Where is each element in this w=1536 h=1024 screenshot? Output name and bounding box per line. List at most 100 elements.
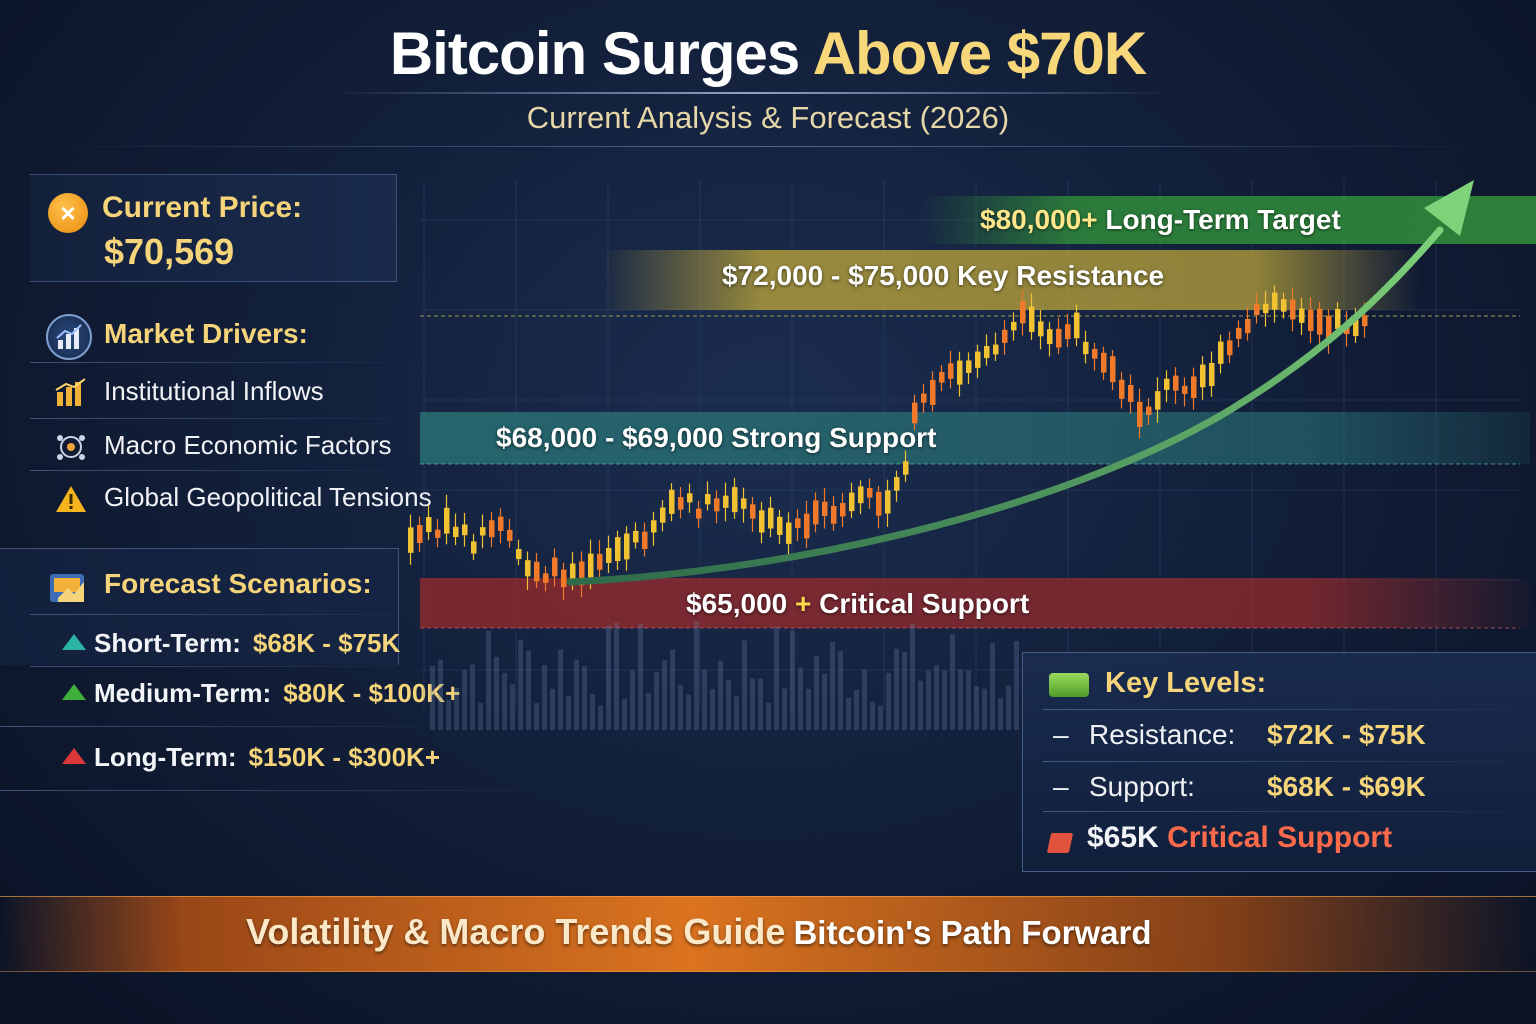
candle-body: [597, 553, 603, 570]
key-resistance-row: – Resistance:: [1053, 719, 1235, 751]
candle-body: [1182, 385, 1188, 394]
divider: [0, 790, 520, 791]
footer-banner: Volatility & Macro Trends Guide Bitcoin's…: [0, 896, 1536, 972]
candle-body: [1020, 301, 1026, 324]
key-levels-card: Key Levels: – Resistance: $72K - $75K – Su…: [1022, 652, 1536, 872]
candle-body: [948, 363, 954, 379]
volume-bar: [638, 623, 643, 730]
candle-body: [813, 500, 819, 525]
current-price-value: $70,569: [104, 231, 235, 272]
volume-bar: [502, 673, 507, 730]
volume-bar: [542, 665, 547, 730]
candle-body: [1029, 306, 1035, 333]
volume-bar: [486, 630, 491, 730]
candle-body: [849, 492, 855, 512]
candle-body: [993, 344, 999, 355]
volume-bar: [622, 699, 627, 730]
divider: [0, 726, 420, 727]
volume-bar: [862, 669, 867, 730]
volume-bar: [550, 688, 555, 730]
candle-body: [1119, 379, 1125, 399]
volume-bar: [854, 689, 859, 730]
candle-body: [408, 527, 414, 553]
volume-bar: [718, 660, 723, 730]
volume-bar: [806, 688, 811, 730]
candle-body: [696, 508, 702, 519]
candle-body: [705, 494, 711, 505]
forecast-heading: Forecast Scenarios:: [104, 568, 372, 599]
critical-band: [420, 578, 1530, 628]
candle-body: [1128, 385, 1134, 402]
subtitle: Current Analysis & Forecast (2026): [526, 100, 1010, 135]
candle-body: [687, 493, 693, 503]
volume-bar: [814, 655, 819, 730]
volume-bar: [878, 705, 883, 730]
key-critical-price: $65K: [1087, 821, 1159, 854]
candle-body: [840, 502, 846, 517]
green-triangle-icon: [62, 684, 86, 700]
candle-body: [1110, 356, 1116, 383]
volume-bar: [686, 694, 691, 730]
candle-body: [642, 531, 648, 549]
candle-body: [1236, 327, 1242, 339]
candle-body: [1281, 299, 1287, 312]
volume-bar: [950, 634, 955, 730]
forecast-medium-term: Medium-Term: $80K - $100K+: [62, 678, 460, 709]
resistance-label: $72,000 - $75,000 Key Resistance: [722, 260, 1164, 292]
candle-body: [534, 561, 540, 582]
divider: [30, 362, 390, 363]
candle-body: [858, 486, 864, 504]
volume-bar: [582, 666, 587, 730]
volume-bar: [494, 656, 499, 730]
volume-bar: [470, 664, 475, 730]
volume-bar: [910, 624, 915, 730]
candle-body: [543, 573, 549, 583]
candle-body: [633, 530, 639, 543]
page-title: Bitcoin Surges Above $70K: [0, 18, 1536, 90]
candle-body: [768, 507, 774, 529]
candle-body: [624, 533, 630, 560]
critical-label: $65,000 + Critical Support: [686, 588, 1029, 620]
volume-bar: [790, 630, 795, 730]
key-support-value: $68K - $69K: [1267, 771, 1426, 802]
bar-chart-icon: [54, 378, 88, 408]
candle-body: [1308, 310, 1314, 331]
title-part-gold: Above $70K: [812, 20, 1147, 87]
divider: [1043, 761, 1513, 762]
volume-bar: [702, 669, 707, 730]
candle-body: [1326, 315, 1332, 342]
candle-body: [1164, 378, 1170, 390]
resistance-price: $72,000 - $75,000: [722, 260, 950, 291]
candle-body: [777, 516, 783, 535]
volume-bar: [990, 643, 995, 730]
forecast-long-term: Long-Term: $150K - $300K+: [62, 742, 440, 773]
volume-bar: [942, 670, 947, 730]
volume-bar: [534, 703, 539, 730]
key-critical-text: Critical Support: [1167, 821, 1393, 854]
volume-bar: [774, 626, 779, 730]
resistance-text: Key Resistance: [957, 260, 1165, 291]
candle-body: [426, 517, 432, 533]
target-price: $80,000+: [980, 204, 1098, 235]
candle-body: [1191, 376, 1197, 399]
volume-bar: [966, 670, 971, 730]
volume-bar: [670, 649, 675, 730]
volume-bar: [846, 697, 851, 730]
candle-body: [1047, 329, 1053, 345]
driver-geopolitical: Global Geopolitical Tensions: [104, 482, 432, 512]
volume-bar: [646, 692, 651, 730]
volume-bar: [526, 650, 531, 730]
candle-body: [498, 516, 504, 532]
candle-body: [1272, 292, 1278, 310]
candle-body: [1038, 321, 1044, 337]
volume-bar: [558, 649, 563, 730]
volume-bar: [974, 686, 979, 730]
candle-body: [759, 510, 765, 533]
candle-body: [1254, 304, 1260, 315]
candle-body: [1056, 328, 1062, 348]
driver-institutional-inflows: Institutional Inflows: [104, 376, 324, 406]
candle-body: [615, 537, 621, 562]
candle-body: [462, 524, 468, 536]
forecast-range: $80K - $100K+: [283, 678, 461, 708]
candle-body: [750, 504, 756, 519]
